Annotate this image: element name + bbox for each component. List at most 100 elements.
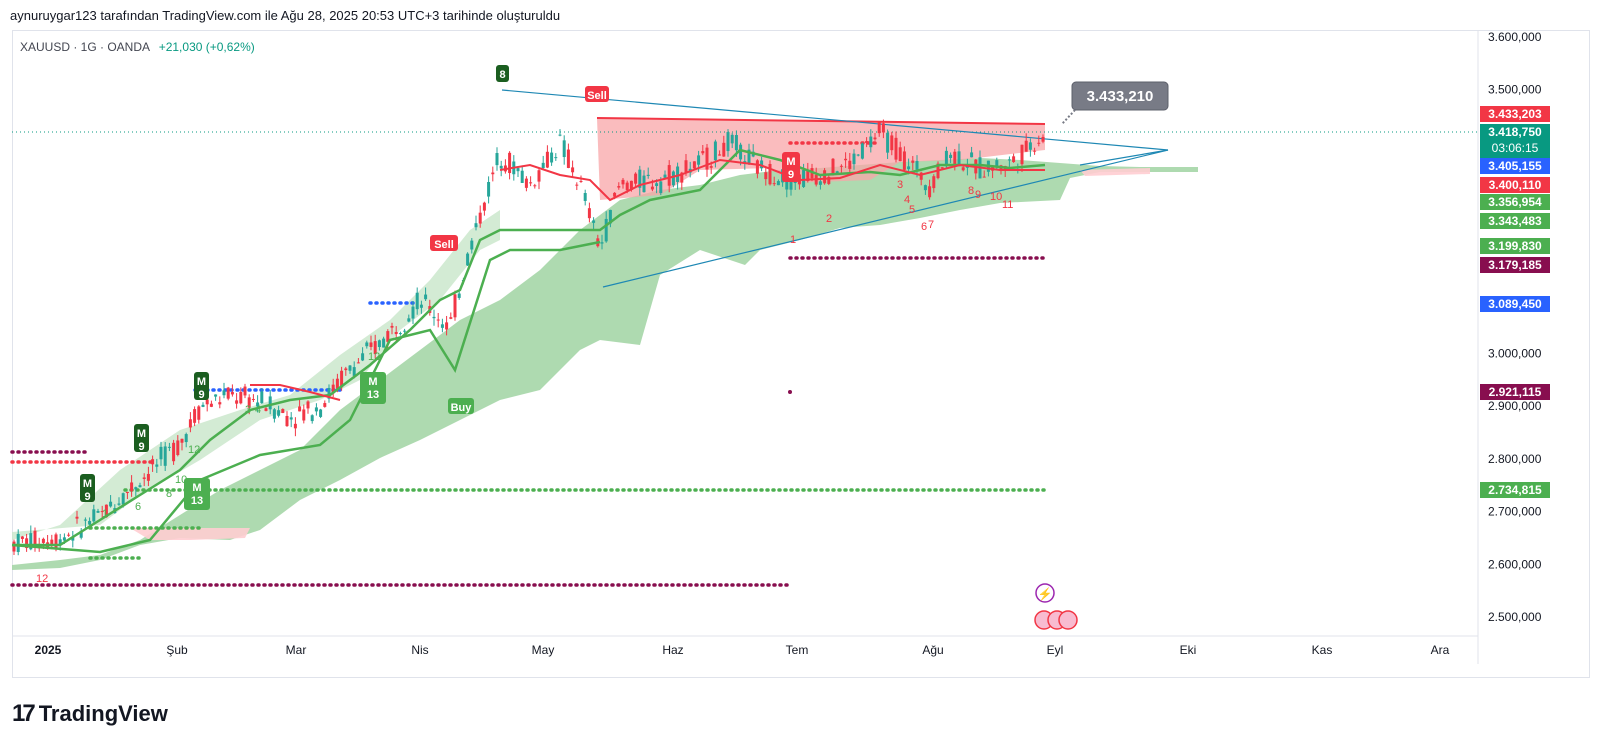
m9-badge[interactable]: M9 (782, 152, 800, 182)
lightning-icon[interactable] (1035, 583, 1055, 603)
us-flag-icon[interactable] (1058, 610, 1078, 630)
count-label: 12 (368, 351, 380, 363)
candle-body (352, 367, 356, 376)
candle-body (83, 519, 87, 521)
candle-body (550, 152, 554, 163)
count-label: 12 (36, 573, 48, 585)
candle-body (214, 394, 218, 397)
candle-body (692, 161, 696, 169)
candle-body (222, 390, 226, 396)
candle-body (709, 166, 713, 168)
time-axis[interactable]: 2025 Şub Mar Nis May Haz Tem Ağu Eyl Eki Kas Ara (35, 643, 1450, 657)
candle-body (117, 503, 121, 505)
price-callout-box[interactable]: 3.433,210 (1061, 81, 1169, 125)
candle-body (571, 167, 575, 173)
candle-body (356, 362, 360, 364)
price-label: 2.921,115 (1480, 384, 1550, 400)
svg-text:3.418,750: 3.418,750 (1488, 125, 1542, 139)
candle-body (197, 406, 201, 420)
candle-body (655, 183, 659, 187)
candle-body (323, 403, 327, 407)
candle-body (20, 536, 24, 539)
candle-body (134, 487, 138, 490)
dotted-levels (10, 131, 1478, 587)
candle-body (449, 317, 453, 319)
candle-body (562, 140, 566, 158)
candle-body (537, 170, 541, 182)
candle-body (466, 253, 470, 266)
triangle-line (1079, 149, 1169, 166)
count-badge[interactable]: 8 (496, 65, 509, 82)
candle-body (457, 293, 461, 298)
candle-body (638, 169, 642, 188)
candle-body (558, 134, 562, 136)
candle-body (419, 304, 423, 308)
candle-body (247, 397, 251, 408)
candle-body (201, 404, 205, 407)
svg-text:M: M (192, 482, 201, 494)
candle-body (243, 386, 247, 396)
count-label: 7 (928, 219, 934, 231)
count-label: 1 (102, 508, 108, 520)
buy-signal[interactable]: Buy (448, 398, 474, 414)
m9-badge-small[interactable]: M9 (80, 474, 95, 503)
level-dot (788, 390, 792, 394)
event-icons[interactable]: ⚡ (1034, 583, 1078, 630)
candle-body (176, 440, 180, 456)
symbol-legend[interactable]: XAUUSD · 1G · OANDA +21,030 (+0,62%) (20, 40, 255, 54)
candle-body (604, 218, 608, 242)
candle-body (424, 294, 428, 300)
candle-body (1033, 150, 1037, 152)
candle-body (348, 365, 352, 371)
svg-text:3.356,954: 3.356,954 (1488, 195, 1542, 209)
candle-body (718, 154, 722, 156)
candle-body (650, 186, 654, 190)
candle-body (331, 384, 335, 394)
price-label: 3.418,750 03:06:15 (1480, 124, 1550, 158)
candle-body (495, 153, 499, 166)
candle-body (806, 170, 810, 181)
triangle-line (501, 89, 1169, 151)
supply-zone (597, 118, 1045, 200)
candle-body (16, 533, 20, 552)
candle-body (634, 173, 638, 184)
tradingview-logo[interactable]: 17 TradingView (12, 700, 168, 728)
sell-signal[interactable]: Sell (585, 86, 609, 102)
candle-body (293, 423, 297, 429)
x-tick-label: Ağu (922, 643, 943, 657)
count-label: 3 (897, 179, 903, 191)
m13-badge[interactable]: M13 (184, 478, 210, 510)
symbol-info[interactable]: XAUUSD · 1G · OANDA (20, 40, 150, 54)
candle-body (335, 378, 339, 389)
candle-body (230, 392, 234, 395)
candle-body (869, 136, 873, 148)
price-label: 3.405,155 (1480, 158, 1550, 174)
price-callout: 3.433,210 (1061, 81, 1169, 125)
y-tick-label: 3.600,000 (1488, 30, 1542, 44)
candle-body (592, 220, 596, 223)
supply-line (596, 117, 1046, 125)
price-axis[interactable]: 2.500,000 2.600,000 2.700,000 2.800,000 2.90… (1488, 30, 1542, 624)
candle-body (12, 541, 16, 552)
candle-body (915, 160, 919, 170)
sell-signal[interactable]: Sell (430, 235, 458, 251)
chart-panel[interactable] (12, 30, 1590, 678)
cloud-bullish (12, 158, 1198, 570)
candle-body (516, 168, 520, 172)
svg-text:13: 13 (367, 389, 379, 401)
candle-body (663, 174, 667, 178)
candle-body (831, 158, 835, 175)
candle-body (600, 242, 604, 244)
candle-body (608, 209, 612, 224)
candle-body (327, 387, 331, 399)
m9-badge-small[interactable]: M9 (194, 372, 209, 401)
m13-badge[interactable]: M13 (360, 372, 386, 404)
candle-body (96, 510, 100, 513)
m9-badge-small[interactable]: M9 (134, 424, 149, 453)
candle-body (852, 153, 856, 165)
candle-body (541, 162, 545, 169)
candle-body (776, 181, 780, 186)
candle-body (474, 223, 478, 228)
y-tick-label: 2.700,000 (1488, 505, 1542, 519)
